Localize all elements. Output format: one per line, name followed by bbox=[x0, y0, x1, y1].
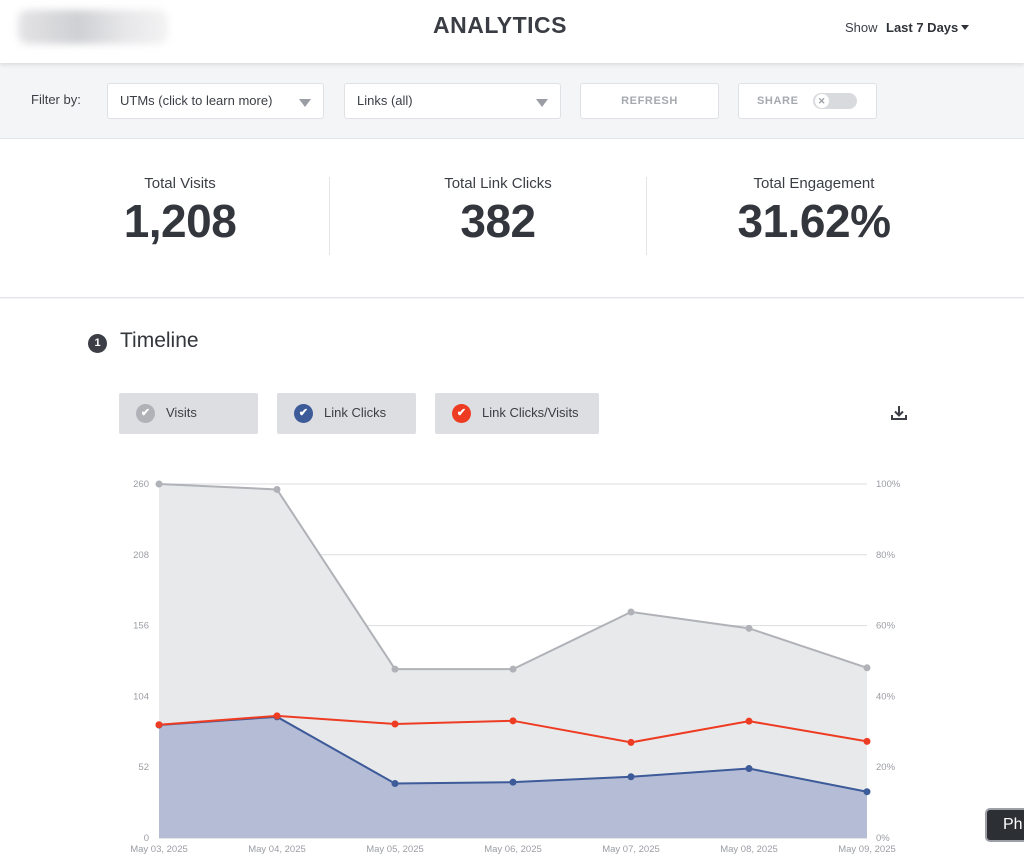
point-link-clicks-visits bbox=[863, 737, 871, 745]
point-visits bbox=[509, 665, 517, 673]
y-tick-label: 260 bbox=[133, 479, 149, 490]
x-tick-label: May 09, 2025 bbox=[838, 844, 896, 855]
y2-tick-label: 80% bbox=[876, 550, 896, 561]
date-range-value: Last 7 Days bbox=[886, 20, 959, 35]
y-tick-label: 156 bbox=[133, 621, 149, 632]
x-tick-label: May 05, 2025 bbox=[366, 844, 424, 855]
refresh-button[interactable]: REFRESH bbox=[580, 83, 719, 119]
point-visits bbox=[627, 608, 635, 616]
divider bbox=[646, 177, 647, 255]
legend-toggle-click-ratio[interactable]: ✔ Link Clicks/Visits bbox=[435, 393, 599, 434]
stat-total-visits: Total Visits 1,208 bbox=[20, 175, 340, 248]
y-tick-label: 0 bbox=[144, 833, 149, 844]
x-tick-label: May 04, 2025 bbox=[248, 844, 306, 855]
area-link-clicks bbox=[159, 716, 867, 838]
point-link-clicks bbox=[391, 780, 399, 788]
point-link-clicks-visits bbox=[391, 720, 399, 728]
links-select[interactable]: Links (all) bbox=[344, 83, 561, 119]
close-icon: ✕ bbox=[815, 94, 829, 108]
caret-down-icon bbox=[961, 25, 970, 30]
stat-value: 382 bbox=[460, 195, 536, 247]
stat-value: 31.62% bbox=[737, 195, 891, 247]
point-visits bbox=[745, 624, 753, 632]
download-icon[interactable] bbox=[889, 403, 909, 423]
dropdown-arrow-icon bbox=[536, 99, 548, 107]
filter-bar: Filter by: UTMs (click to learn more) Li… bbox=[0, 63, 1024, 139]
dropdown-arrow-icon bbox=[299, 99, 311, 107]
y-tick-label: 104 bbox=[133, 691, 149, 702]
utm-select[interactable]: UTMs (click to learn more) bbox=[107, 83, 324, 119]
stat-label: Total Visits bbox=[144, 175, 216, 192]
legend-label: Link Clicks bbox=[324, 405, 387, 420]
share-label: SHARE bbox=[757, 95, 799, 107]
stat-label: Total Engagement bbox=[753, 175, 875, 192]
x-tick-label: May 07, 2025 bbox=[602, 844, 660, 855]
x-tick-label: May 03, 2025 bbox=[130, 844, 188, 855]
legend-toggle-link-clicks[interactable]: ✔ Link Clicks bbox=[277, 393, 416, 434]
y-tick-label: 208 bbox=[133, 550, 149, 561]
show-label: Show bbox=[845, 20, 878, 35]
legend-toggle-visits[interactable]: ✔ Visits bbox=[119, 393, 258, 434]
filter-by-label: Filter by: bbox=[31, 92, 81, 107]
check-icon: ✔ bbox=[136, 404, 155, 423]
point-visits bbox=[155, 480, 163, 488]
x-tick-label: May 06, 2025 bbox=[484, 844, 542, 855]
point-visits bbox=[273, 485, 281, 493]
y2-tick-label: 40% bbox=[876, 691, 896, 702]
point-link-clicks-visits bbox=[273, 712, 281, 720]
brand-logo-blurred bbox=[18, 10, 168, 44]
y2-tick-label: 20% bbox=[876, 762, 896, 773]
y2-tick-label: 100% bbox=[876, 479, 901, 490]
legend-label: Visits bbox=[166, 405, 197, 420]
top-bar: ANALYTICS Show Last 7 Days bbox=[0, 0, 1024, 63]
utm-select-value: UTMs (click to learn more) bbox=[120, 93, 273, 108]
point-link-clicks bbox=[627, 773, 635, 781]
point-link-clicks-visits bbox=[627, 738, 635, 746]
y2-tick-label: 60% bbox=[876, 621, 896, 632]
point-link-clicks bbox=[745, 765, 753, 773]
x-tick-label: May 08, 2025 bbox=[720, 844, 778, 855]
divider bbox=[329, 177, 330, 255]
stats-panel: Total Visits 1,208 Total Link Clicks 382… bbox=[0, 139, 1024, 298]
check-icon: ✔ bbox=[294, 404, 313, 423]
stat-value: 1,208 bbox=[123, 195, 237, 247]
point-link-clicks bbox=[863, 788, 871, 796]
section-number-badge: 1 bbox=[88, 334, 107, 353]
links-select-value: Links (all) bbox=[357, 93, 413, 108]
help-tooltip[interactable]: Ph bbox=[985, 808, 1024, 842]
point-link-clicks-visits bbox=[509, 717, 517, 725]
timeline-title: Timeline bbox=[120, 329, 199, 352]
page-title: ANALYTICS bbox=[433, 12, 567, 38]
y2-tick-label: 0% bbox=[876, 833, 890, 844]
share-control: SHARE ✕ bbox=[738, 83, 877, 119]
point-link-clicks-visits bbox=[745, 717, 753, 725]
point-link-clicks bbox=[509, 778, 517, 786]
timeline-chart: 0 52 104 156 208 260 0% 20% 40% 60% 80% 100% May 03,… bbox=[130, 479, 901, 855]
point-visits bbox=[391, 665, 399, 673]
date-range-dropdown[interactable]: Last 7 Days bbox=[886, 20, 970, 35]
stat-total-engagement: Total Engagement 31.62% bbox=[654, 175, 974, 248]
legend-label: Link Clicks/Visits bbox=[482, 405, 579, 420]
stat-label: Total Link Clicks bbox=[444, 175, 552, 192]
check-icon: ✔ bbox=[452, 404, 471, 423]
share-toggle[interactable]: ✕ bbox=[813, 93, 857, 109]
point-visits bbox=[863, 664, 871, 672]
stat-total-link-clicks: Total Link Clicks 382 bbox=[338, 175, 658, 248]
y-tick-label: 52 bbox=[138, 762, 149, 773]
point-link-clicks-visits bbox=[155, 721, 163, 729]
